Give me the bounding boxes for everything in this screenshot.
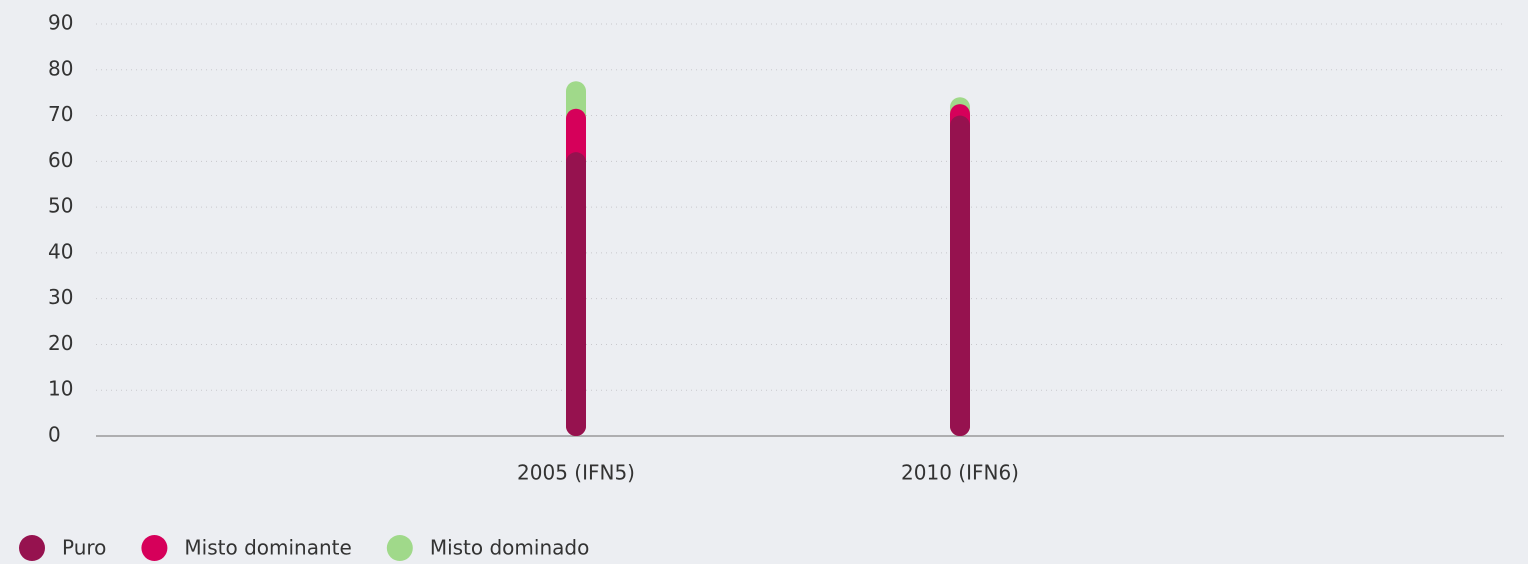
x-tick-label: 2005 (IFN5) [517,461,635,485]
bar-segment [566,152,586,436]
x-tick-label: 2010 (IFN6) [901,461,1019,485]
y-tick-label: 70 [48,102,73,126]
y-tick-label: 0 [48,423,61,447]
y-tick-label: 20 [48,331,73,355]
bar-segment [950,115,970,437]
y-tick-label: 30 [48,285,73,309]
legend-swatch [19,535,45,561]
legend-label: Misto dominante [184,536,351,560]
legend-label: Misto dominado [430,536,590,560]
y-tick-label: 50 [48,194,73,218]
y-tick-label: 10 [48,377,73,401]
y-tick-label: 90 [48,11,73,35]
legend-swatch [386,535,413,561]
y-tick-label: 80 [48,56,73,80]
legend-label: Puro [62,536,106,560]
y-tick-label: 40 [48,239,73,263]
legend-swatch [141,535,168,561]
y-tick-label: 60 [48,148,73,172]
